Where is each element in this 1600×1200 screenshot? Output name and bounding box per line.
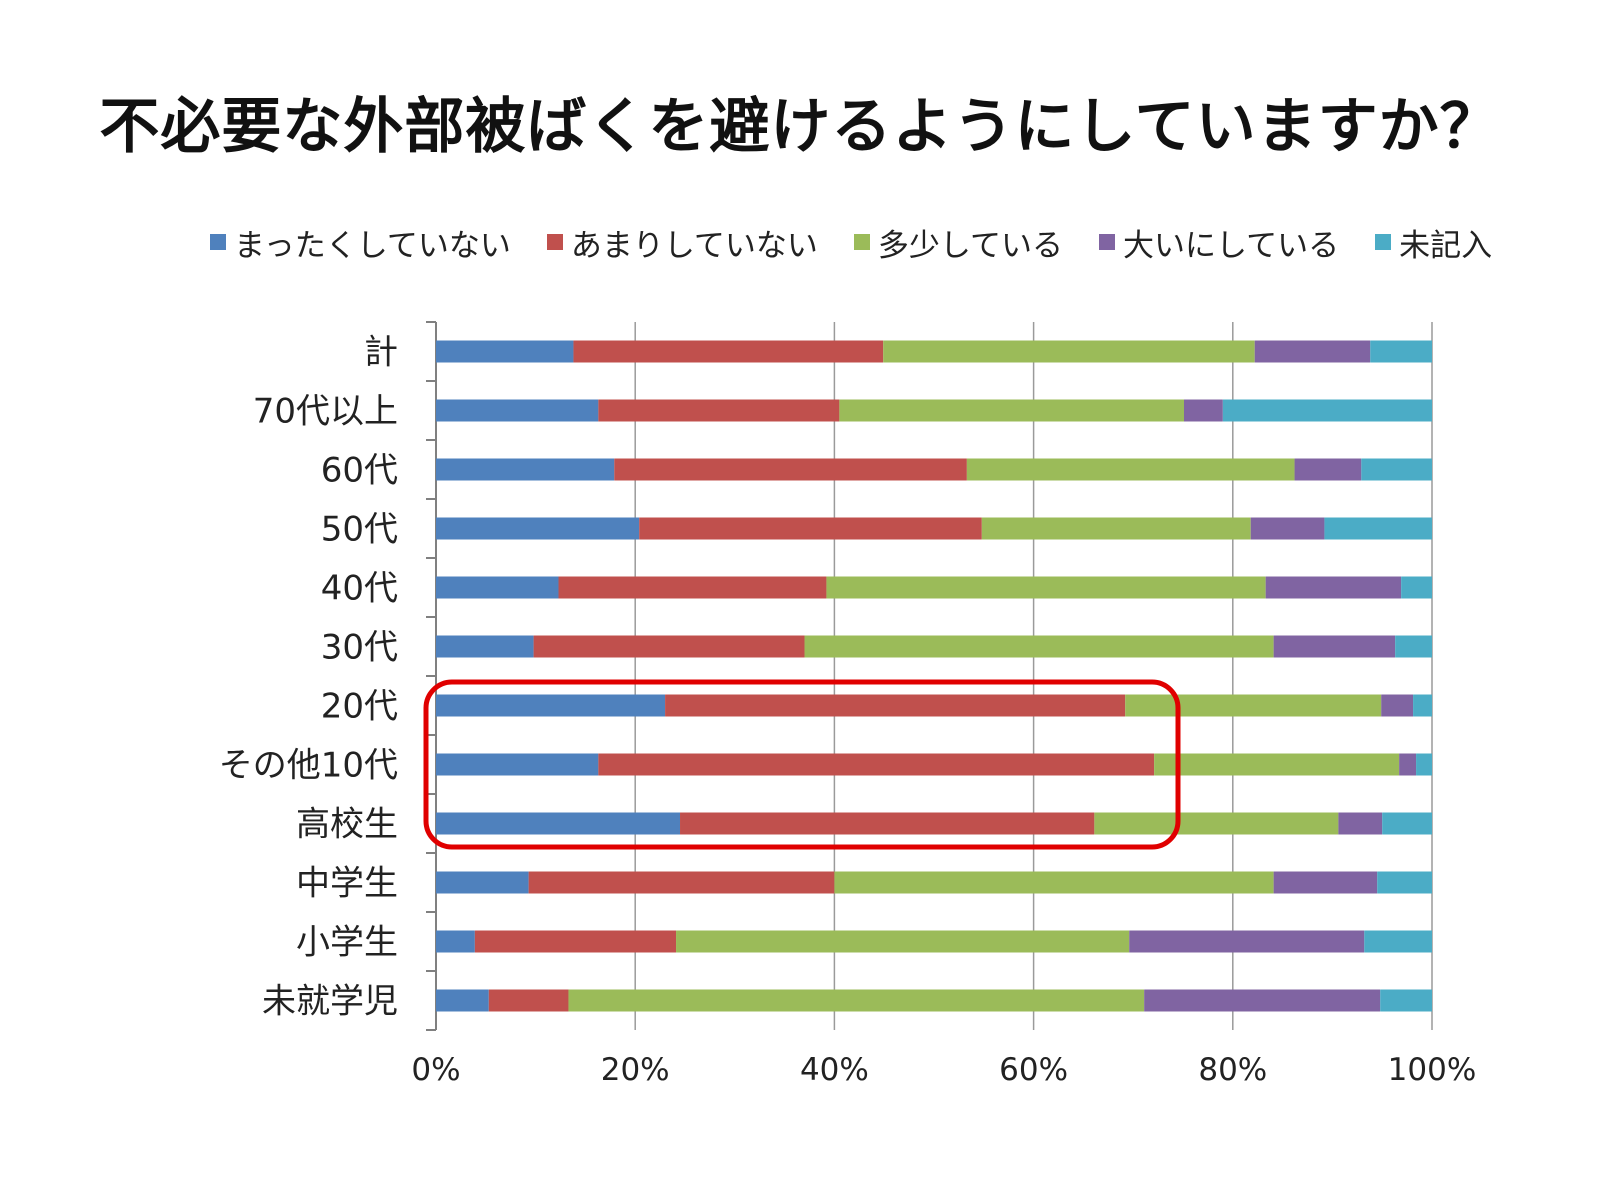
bar-segment (436, 930, 475, 953)
bar-segment (1250, 517, 1325, 540)
chart-title: 不必要な外部被ばくを避けるようにしていますか？ (99, 92, 1501, 162)
bar-segment (436, 458, 615, 481)
legend-item: まったくしていない (210, 220, 511, 265)
bar-segment (436, 399, 599, 422)
bar-segment (573, 340, 884, 363)
bar-segment (966, 458, 1295, 481)
bar-segment (533, 635, 805, 658)
bar-segment (1382, 812, 1432, 835)
bar-segment (436, 340, 574, 363)
bar-segment (1380, 989, 1432, 1012)
category-label: 未就学児 (262, 982, 398, 1022)
bar-segment (1273, 871, 1378, 894)
bar-segment (1377, 871, 1432, 894)
bar-segment (1154, 753, 1400, 776)
bar-segment (1338, 812, 1383, 835)
bar-segment (436, 989, 489, 1012)
bar-segment (1144, 989, 1381, 1012)
bar-segment (614, 458, 967, 481)
bar-segment (528, 871, 835, 894)
bar-segment (981, 517, 1251, 540)
legend-swatch (210, 234, 226, 250)
category-label: 50代 (321, 510, 398, 550)
category-label: その他10代 (219, 746, 398, 786)
bar-segment (639, 517, 982, 540)
legend-label: 大いにしている (1123, 227, 1340, 264)
legend-item: 未記入 (1375, 220, 1492, 265)
bar-segment (839, 399, 1184, 422)
bar-segment (1273, 635, 1396, 658)
category-label: 70代以上 (253, 392, 398, 432)
x-tick-label: 100% (1388, 1052, 1477, 1088)
legend-label: 多少している (877, 227, 1063, 264)
bar-segment (1416, 753, 1432, 776)
bar-segment (1361, 458, 1432, 481)
bar-segment (436, 635, 534, 658)
x-tick-label: 60% (999, 1052, 1068, 1088)
bar-segment (1401, 576, 1432, 599)
category-label: 20代 (321, 687, 398, 727)
x-tick-label: 40% (800, 1052, 869, 1088)
bar-segment (598, 399, 840, 422)
bar-segment (1129, 930, 1365, 953)
bar-segment (1399, 753, 1417, 776)
bar-segment (436, 812, 681, 835)
bar-segment (883, 340, 1255, 363)
bar-segment (804, 635, 1274, 658)
bar-segment (1294, 458, 1362, 481)
bar-segment (680, 812, 1095, 835)
bar-segment (676, 930, 1130, 953)
bar-segment (598, 753, 1155, 776)
bar-segment (1222, 399, 1432, 422)
bar-segment (834, 871, 1274, 894)
category-label: 40代 (321, 569, 398, 609)
x-tick-label: 80% (1198, 1052, 1267, 1088)
legend-label: あまりしていない (570, 227, 818, 264)
bar-segment (1094, 812, 1339, 835)
bar-segment (1254, 340, 1371, 363)
bar-segment (436, 576, 559, 599)
bar-segment (1413, 694, 1432, 717)
legend-item: 多少している (853, 220, 1063, 265)
bar-segment (1370, 340, 1432, 363)
category-label: 計 (364, 333, 398, 373)
legend-swatch (1099, 234, 1115, 250)
bar-segment (826, 576, 1266, 599)
category-label: 高校生 (296, 805, 398, 845)
bar-segment (436, 753, 599, 776)
bar-segment (436, 517, 640, 540)
bar-segment (1183, 399, 1223, 422)
highlight-box (423, 679, 1181, 850)
bar-segment (1125, 694, 1382, 717)
bar-segment (1364, 930, 1432, 953)
legend: まったくしていない あまりしていない 多少している 大いにしている 未記入 (210, 220, 1492, 264)
legend-swatch (546, 234, 563, 250)
bar-segment (436, 694, 666, 717)
category-label: 30代 (321, 628, 398, 668)
legend-swatch (1375, 234, 1392, 250)
x-tick-label: 20% (601, 1052, 670, 1088)
category-label: 小学生 (296, 923, 398, 963)
bar-segment (1265, 576, 1402, 599)
legend-item: 大いにしている (1099, 220, 1339, 265)
bar-segment (1381, 694, 1414, 717)
bar-segment (665, 694, 1126, 717)
legend-label: まったくしていない (234, 227, 511, 264)
bar-segment (488, 989, 569, 1012)
bar-segment (558, 576, 827, 599)
category-label: 中学生 (296, 864, 398, 904)
legend-item: あまりしていない (546, 220, 818, 265)
bar-segment (1395, 635, 1432, 658)
category-label: 60代 (321, 451, 398, 491)
legend-label: 未記入 (1399, 227, 1493, 264)
legend-swatch (853, 234, 870, 250)
bar-segment (1324, 517, 1432, 540)
x-tick-label: 0% (411, 1052, 460, 1088)
bar-segment (568, 989, 1145, 1012)
bar-segment (474, 930, 677, 953)
bar-segment (436, 871, 529, 894)
